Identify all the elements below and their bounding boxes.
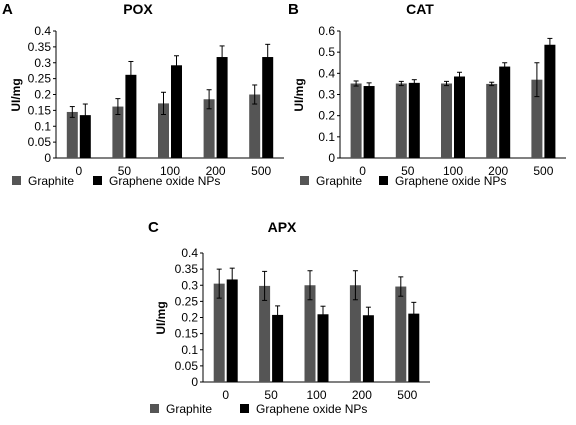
chart-panel-b: B CAT UI/mg 0 0.1 0.2 0.3 0.4 0.5 0.6 0 50 100 200 500… (288, 1, 566, 188)
y-tick-label: 0.2 (318, 109, 335, 123)
y-tick-label: 0.35 (28, 40, 52, 54)
bar-graphene-oxide (454, 76, 465, 158)
x-tick-label: 100 (306, 388, 326, 402)
legend-swatch-graphite (300, 176, 309, 185)
x-tick-label: 50 (401, 164, 415, 178)
x-tick-label: 100 (443, 164, 463, 178)
bar-graphite (304, 285, 316, 382)
bar-graphene-oxide (171, 65, 182, 158)
bar-graphene-oxide (408, 82, 420, 158)
y-tick-label: 0.15 (28, 103, 52, 117)
x-tick-label: 500 (251, 164, 271, 178)
legend-swatch-graphene-oxide (93, 176, 102, 185)
bar-graphite (213, 283, 225, 382)
y-tick-label: 0.3 (34, 56, 51, 70)
y-axis-label: UI/mg (9, 78, 23, 111)
chart-title: CAT (406, 1, 434, 17)
bar-graphene-oxide (362, 315, 374, 382)
y-tick-label: 0.1 (34, 119, 51, 133)
y-tick-label: 0.4 (318, 66, 335, 80)
y-tick-label: 0 (191, 375, 198, 389)
x-tick-label: 100 (160, 164, 180, 178)
bar-graphite (350, 83, 362, 158)
y-tick-label: 0.05 (28, 135, 52, 149)
legend-label-graphene-oxide: Graphene oxide NPs (256, 402, 367, 416)
bar-graphene-oxide (272, 314, 284, 382)
y-tick-label: 0.3 (318, 88, 335, 102)
bar-graphite (158, 103, 169, 158)
y-axis-label: UI/mg (154, 301, 168, 334)
y-tick-label: 0.6 (318, 24, 335, 38)
bar-graphene-oxide (226, 279, 238, 382)
bar-graphite (395, 286, 407, 382)
y-tick-label: 0.4 (34, 24, 51, 38)
x-tick-label: 500 (533, 164, 553, 178)
y-tick-label: 0.25 (28, 72, 52, 86)
bar-graphite (441, 83, 452, 158)
bar-graphite (249, 94, 261, 158)
chart-title: APX (268, 219, 297, 235)
y-tick-label: 0.35 (175, 262, 199, 276)
bar-graphene-oxide (125, 74, 137, 158)
legend: Graphite Graphene oxide NPs (150, 402, 367, 416)
y-tick-label: 0 (328, 151, 335, 165)
legend-label-graphene-oxide: Graphene oxide NPs (109, 174, 220, 188)
bar-graphene-oxide (408, 313, 420, 382)
y-tick-label: 0.1 (318, 130, 335, 144)
x-tick-label: 0 (75, 164, 82, 178)
y-tick-label: 0.1 (181, 343, 198, 357)
x-tick-label: 200 (206, 164, 226, 178)
bar-graphene-oxide (262, 57, 274, 158)
bar-graphite (259, 285, 271, 382)
y-tick-label: 0 (44, 151, 51, 165)
x-tick-label: 500 (397, 388, 417, 402)
bar-graphite (112, 106, 124, 158)
bar-graphene-oxide (499, 66, 511, 158)
bar-graphene-oxide (363, 86, 375, 158)
y-axis-label: UI/mg (292, 78, 306, 111)
x-tick-label: 200 (488, 164, 508, 178)
x-tick-label: 50 (118, 164, 132, 178)
chart-panel-c: C APX UI/mg 0 0.05 0.1 0.15 0.2 0.25 0.3 0.35 0.4 0 5… (148, 219, 430, 416)
y-tick-label: 0.4 (181, 246, 198, 260)
chart-title: POX (123, 1, 153, 17)
bar-graphite (531, 79, 543, 158)
y-tick-label: 0.2 (34, 88, 51, 102)
bar-graphite (486, 83, 498, 158)
y-tick-label: 0.25 (175, 294, 199, 308)
bar-graphene-oxide (544, 44, 556, 159)
y-tick-label: 0.5 (318, 45, 335, 59)
legend-label-graphene-oxide: Graphene oxide NPs (395, 174, 506, 188)
panel-letter: A (2, 1, 13, 18)
bar-graphite (203, 99, 215, 158)
y-tick-label: 0.3 (181, 278, 198, 292)
bar-graphite (349, 285, 361, 382)
x-tick-label: 0 (222, 388, 229, 402)
legend-swatch-graphite (12, 176, 21, 185)
legend-label-graphite: Graphite (316, 174, 362, 188)
legend-swatch-graphite (150, 404, 159, 413)
x-tick-label: 0 (359, 164, 366, 178)
legend-label-graphite: Graphite (28, 174, 74, 188)
y-tick-label: 0.15 (175, 327, 199, 341)
bar-graphene-oxide (79, 115, 91, 158)
x-tick-label: 50 (264, 388, 278, 402)
x-tick-label: 200 (352, 388, 372, 402)
legend: Graphite Graphene oxide NPs (300, 174, 506, 188)
bar-graphite (395, 83, 407, 158)
bar-graphene-oxide (317, 314, 329, 382)
legend: Graphite Graphene oxide NPs (12, 174, 220, 188)
bar-graphite (66, 111, 78, 158)
panel-letter: C (148, 219, 159, 236)
legend-label-graphite: Graphite (166, 402, 212, 416)
chart-panel-a: A POX UI/mg 0 0.05 0.1 0.150.2 0.25 0.3 0.35 0.4 0 5… (2, 1, 284, 188)
panel-letter: B (288, 1, 299, 18)
legend-swatch-graphene-oxide (379, 176, 388, 185)
y-tick-label: 0.2 (181, 311, 198, 325)
y-tick-label: 0.05 (175, 359, 199, 373)
legend-swatch-graphene-oxide (240, 404, 249, 413)
bar-graphene-oxide (216, 57, 228, 158)
